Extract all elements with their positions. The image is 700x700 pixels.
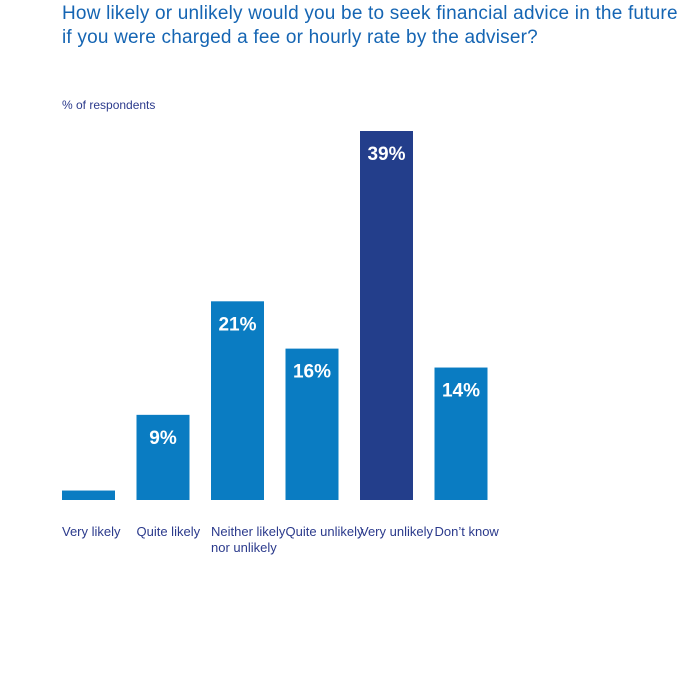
bar-1 xyxy=(136,414,190,500)
category-label-2: Neither likely nor unlikely xyxy=(211,524,286,555)
bar-4 xyxy=(360,131,413,500)
bar-value-label-4: 39% xyxy=(367,144,405,165)
bar-value-label-1: 9% xyxy=(149,428,177,449)
category-label-3: Quite unlikely xyxy=(285,524,364,539)
bar-3 xyxy=(285,348,339,500)
bar-value-label-2: 21% xyxy=(218,314,256,335)
bar-value-label-0: 1% xyxy=(75,504,103,525)
bar-value-label-3: 16% xyxy=(293,362,331,383)
category-label-5: Don’t know xyxy=(434,524,499,539)
bar-value-label-5: 14% xyxy=(442,381,480,402)
bar-5 xyxy=(434,367,488,500)
bar-2 xyxy=(211,301,264,500)
category-label-1: Quite likely xyxy=(136,524,201,539)
chart-title: How likely or unlikely would you be to s… xyxy=(62,3,678,48)
category-label-0: Very likely xyxy=(62,524,121,539)
category-label-4: Very unlikely xyxy=(360,524,433,539)
chart-subtitle: % of respondents xyxy=(62,98,156,112)
bar-0 xyxy=(62,490,115,500)
